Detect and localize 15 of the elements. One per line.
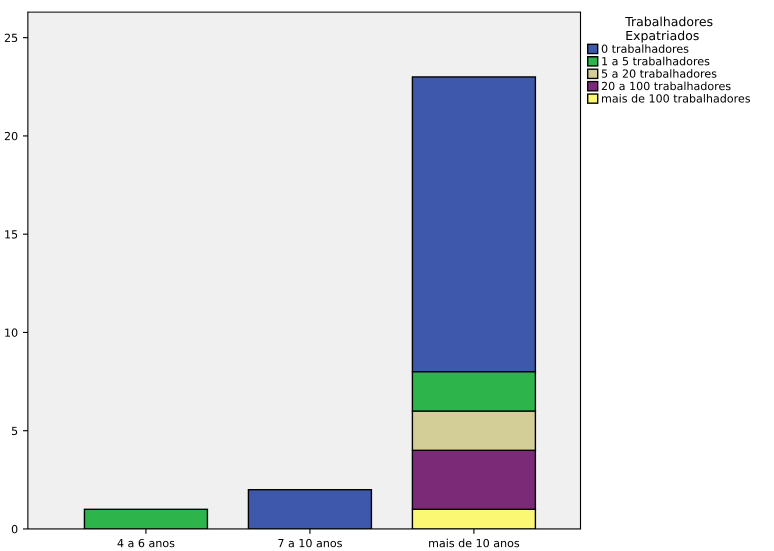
x-tick-label: 4 a 6 anos	[117, 538, 174, 548]
y-tick-label: 10	[5, 328, 18, 337]
legend-label: 1 a 5 trabalhadores	[602, 56, 710, 66]
legend-label: 20 a 100 trabalhadores	[602, 82, 731, 90]
y-tick-label: 5	[12, 426, 18, 436]
x-tick-label: mais de 10 anos	[429, 538, 520, 548]
legend-title: Trabalhadores Expatriados	[625, 16, 712, 43]
legend-label: 5 a 20 trabalhadores	[602, 69, 716, 78]
y-tick-label: 0	[12, 524, 18, 534]
y-tick-label: 15	[5, 230, 18, 239]
y-tick-label: 20	[4, 132, 18, 140]
legend-label: mais de 100 trabalhadores	[602, 94, 750, 103]
legend-label: 0 trabalhadores	[602, 44, 688, 53]
x-tick-label: 7 a 10 anos	[278, 538, 342, 548]
y-tick-label: 25	[4, 34, 18, 42]
